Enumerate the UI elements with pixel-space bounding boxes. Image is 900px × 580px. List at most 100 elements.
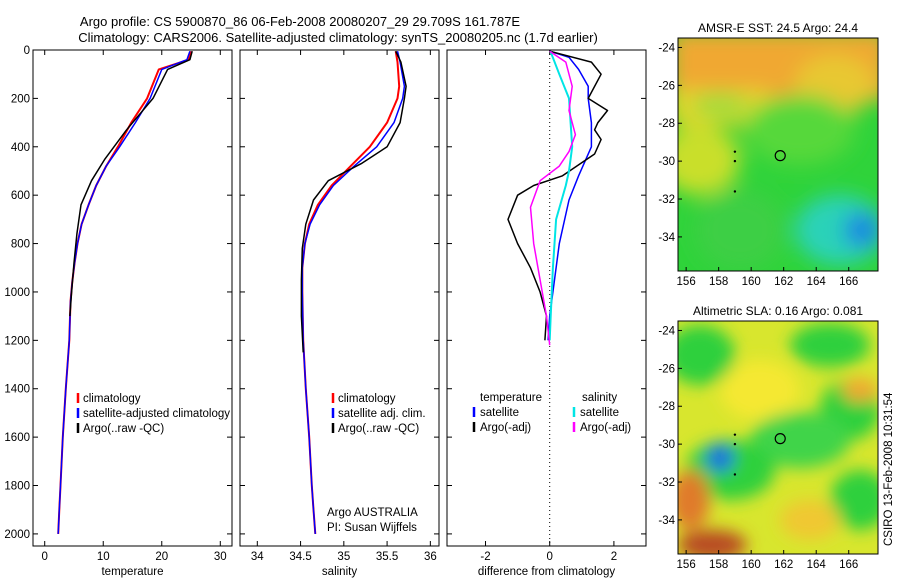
x-tick-label: 164 — [807, 276, 827, 288]
y-tick-label: -30 — [658, 156, 675, 168]
legend-header: temperature — [480, 392, 542, 404]
y-tick-label: -28 — [658, 401, 675, 413]
x-tick-label: 0 — [42, 551, 48, 563]
x-tick-label: 35.5 — [376, 551, 398, 563]
x-tick-label: 20 — [155, 551, 168, 563]
x-tick-label: 2 — [611, 551, 617, 563]
x-tick-label: 35 — [337, 551, 350, 563]
series-climatology — [57, 50, 192, 534]
legend-entry: climatology — [83, 393, 141, 405]
panel-sla_map: Altimetric SLA: 0.16 Argo: 0.081 156 158 16… — [658, 304, 879, 571]
legend-entry: satellite-adjusted climatology — [83, 408, 230, 420]
y-tick-label: -28 — [658, 118, 675, 130]
x-axis-label: temperature — [101, 566, 163, 578]
series-satellite-salinity — [548, 50, 574, 341]
profile-location-marker — [774, 150, 786, 162]
history-dot — [733, 190, 737, 193]
x-tick-label: 30 — [214, 551, 227, 563]
profile-location-marker — [774, 433, 786, 445]
x-axis-label: salinity — [322, 566, 357, 578]
annotation-line: Argo AUSTRALIA — [327, 507, 418, 519]
series-group — [300, 50, 407, 534]
y-tick-label: 1400 — [4, 384, 30, 396]
map-frame — [677, 37, 879, 272]
x-tick-label: 166 — [839, 559, 858, 571]
legend-entry: satellite — [480, 407, 519, 419]
y-tick-label: -30 — [658, 439, 675, 451]
x-tick-label: 158 — [709, 559, 728, 571]
x-tick-label: 34.5 — [289, 551, 311, 563]
y-tick-label: 1200 — [4, 335, 30, 347]
sla-map — [678, 321, 878, 554]
footer-note: CSIRO 13-Feb-2008 10:31:54 — [883, 392, 895, 546]
panel-sst_map: AMSR-E SST: 24.5 Argo: 24.4 156 158 160 162 1… — [658, 21, 879, 288]
x-tick-label: 0 — [547, 551, 553, 563]
x-tick-label: 160 — [742, 559, 761, 571]
y-tick-label: 1000 — [4, 287, 30, 299]
legend-entry: Argo(..raw -QC) — [83, 423, 164, 435]
history-dot — [733, 150, 737, 153]
y-tick-label: 600 — [11, 190, 30, 202]
map-title: Altimetric SLA: 0.16 Argo: 0.081 — [693, 304, 863, 318]
figure-title-line2: Climatology: CARS2006. Satellite-adjuste… — [78, 30, 598, 45]
x-tick-label: 162 — [774, 559, 793, 571]
series-satellite-adj-clim- — [301, 51, 406, 534]
map-title: AMSR-E SST: 24.5 Argo: 24.4 — [698, 21, 858, 35]
legend-entry: climatology — [338, 393, 396, 405]
series-satellite-adjusted-climatology — [57, 50, 191, 534]
legend-entry: satellite adj. clim. — [338, 408, 426, 420]
series-group — [507, 50, 609, 346]
series-argo-adj--temperature — [507, 50, 609, 341]
y-tick-label: 0 — [24, 45, 30, 57]
x-tick-label: -2 — [480, 551, 490, 563]
legend-entry: Argo(-adj) — [480, 422, 531, 434]
x-tick-label: 162 — [774, 276, 793, 288]
x-tick-label: 34 — [251, 551, 264, 563]
x-tick-label: 156 — [677, 276, 696, 288]
x-tick-label: 36 — [424, 551, 437, 563]
y-tick-label: -24 — [658, 325, 675, 337]
series-satellite-temperature — [547, 50, 593, 341]
y-tick-label: -34 — [658, 232, 675, 244]
axes-frame — [239, 49, 440, 547]
history-dot — [733, 473, 737, 476]
y-tick-label: -26 — [658, 80, 675, 92]
series-climatology — [301, 51, 401, 534]
panel-temperature: 0 10 20 30 0 200 400 600 800 1000 1200 1400 1600 1800… — [4, 45, 233, 578]
y-tick-label: 2000 — [4, 529, 30, 541]
map-frame — [677, 320, 879, 555]
y-tick-label: 1600 — [4, 432, 30, 444]
x-tick-label: 158 — [709, 276, 728, 288]
x-tick-label: 156 — [677, 559, 696, 571]
legend-header: salinity — [582, 392, 617, 404]
panel-salinity: 34 34.5 35 35.5 36 salinity climatology satelli… — [239, 49, 440, 578]
figure-title-line1: Argo profile: CS 5900870_86 06-Feb-2008 … — [80, 14, 521, 29]
y-tick-label: -32 — [658, 477, 675, 489]
legend-entry: Argo(..raw -QC) — [338, 423, 419, 435]
panel-difference: -2 0 2 difference from climatology temperatu… — [446, 49, 647, 578]
y-tick-label: -34 — [658, 515, 675, 527]
legend-entry: satellite — [580, 407, 619, 419]
x-tick-label: 160 — [742, 276, 761, 288]
y-tick-label: -26 — [658, 363, 675, 375]
axes-frame — [32, 49, 233, 547]
series-argo-raw-qc- — [300, 50, 407, 353]
annotation-line: PI: Susan Wijffels — [327, 522, 417, 534]
x-tick-label: 164 — [807, 559, 827, 571]
y-tick-label: 1800 — [4, 481, 30, 493]
y-tick-label: 400 — [11, 142, 30, 154]
legend-entry: Argo(-adj) — [580, 422, 631, 434]
x-axis-label: difference from climatology — [478, 566, 615, 578]
series-argo-adj--salinity — [529, 50, 577, 346]
y-tick-label: 200 — [11, 93, 30, 105]
y-tick-label: -24 — [658, 42, 675, 54]
history-dot — [733, 433, 737, 436]
axes-frame — [446, 49, 647, 547]
series-group — [57, 50, 193, 534]
series-argo-raw-qc- — [69, 51, 193, 317]
x-tick-label: 166 — [839, 276, 858, 288]
x-tick-label: 10 — [97, 551, 110, 563]
sst-map — [678, 38, 878, 271]
y-tick-label: 800 — [11, 239, 30, 251]
